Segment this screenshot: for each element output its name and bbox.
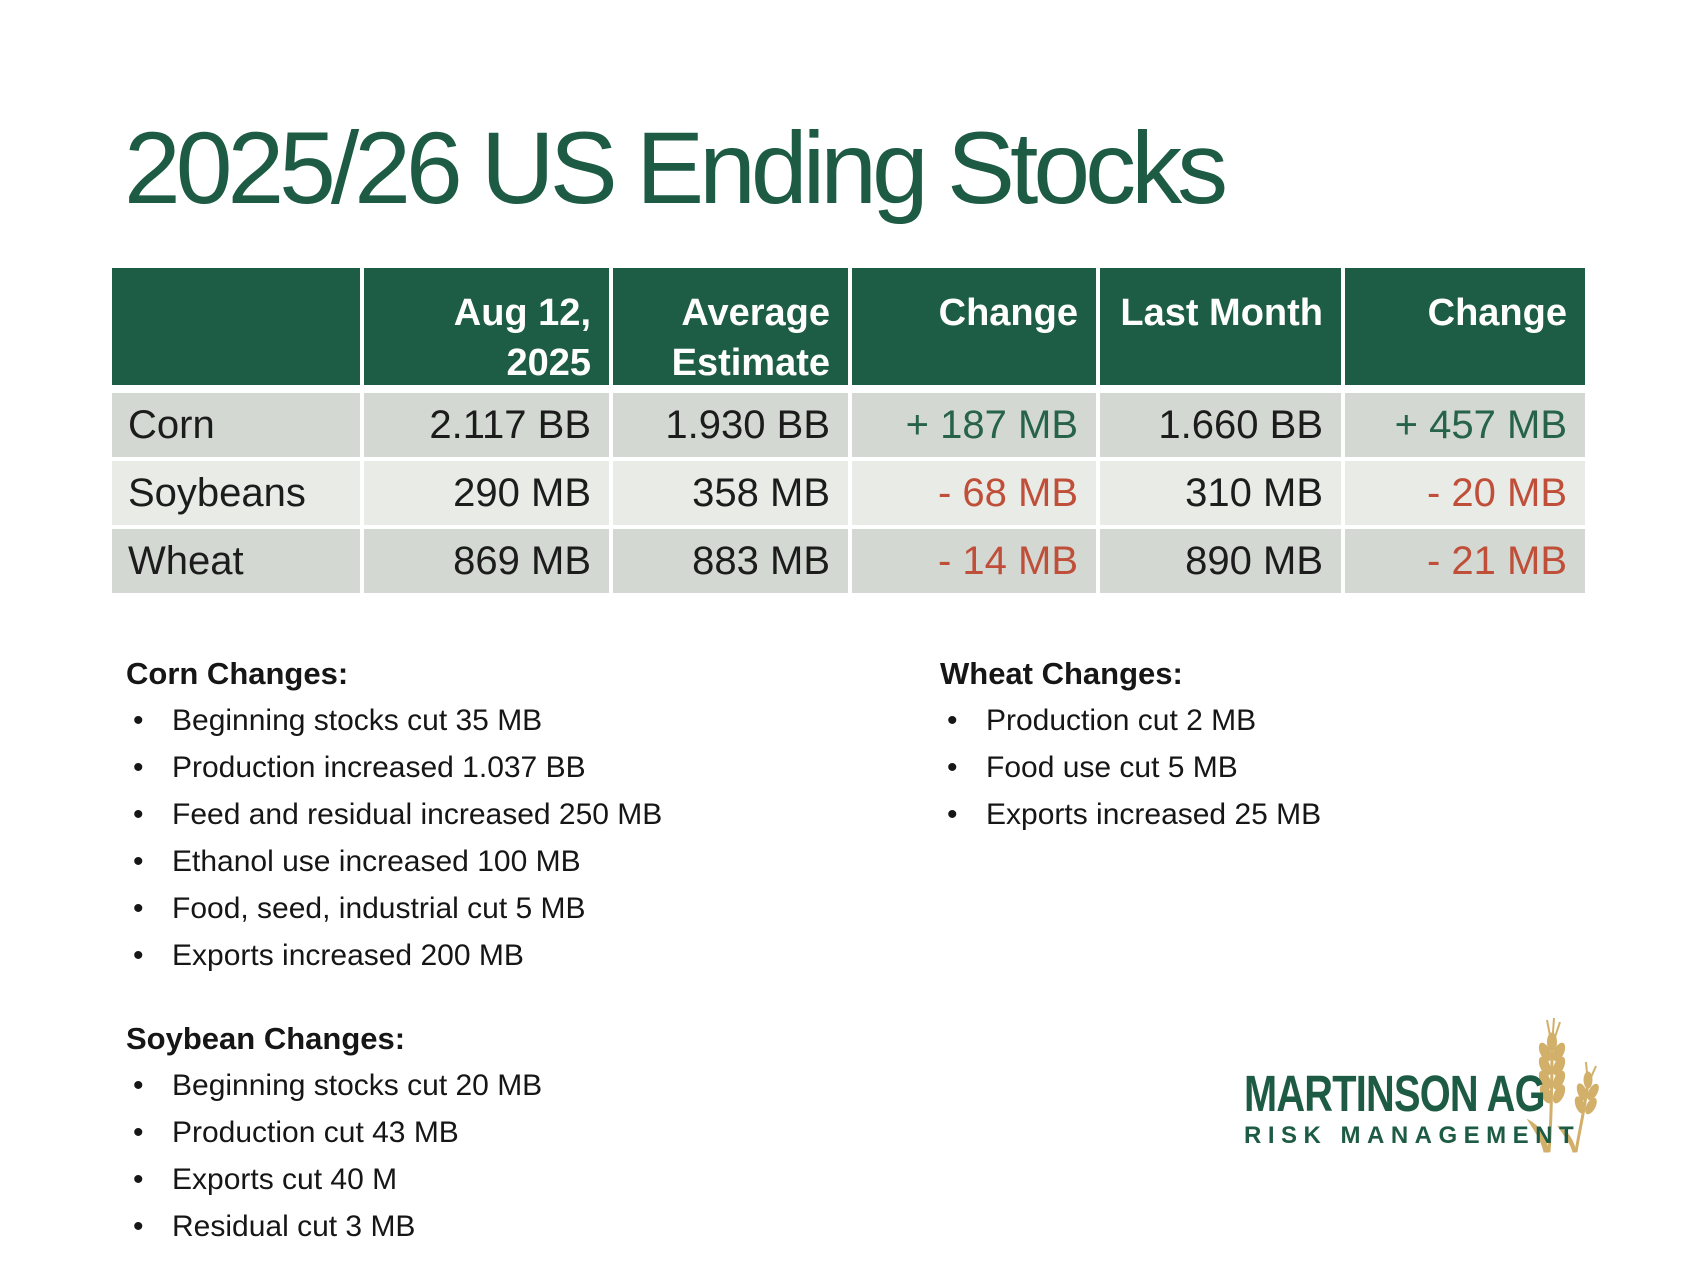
list-item: Ethanol use increased 100 MB [126, 838, 786, 885]
soybeans-last-month: 310 MB [1100, 461, 1341, 525]
section-wheat-changes: Wheat Changes: Production cut 2 MB Food … [940, 650, 1560, 838]
table-row-soybeans: Soybeans 290 MB 358 MB - 68 MB 310 MB - … [112, 461, 1587, 525]
page-title: 2025/26 US Ending Stocks [124, 111, 1228, 225]
list-item: Production cut 43 MB [126, 1109, 786, 1156]
corn-aug-value: 2.117 BB [364, 393, 609, 457]
list-item: Beginning stocks cut 35 MB [126, 697, 786, 744]
martinson-ag-logo: MARTINSON AG RISK MANAGEMENT [1244, 1012, 1600, 1154]
soybeans-avg-estimate: 358 MB [613, 461, 848, 525]
corn-avg-estimate: 1.930 BB [613, 393, 848, 457]
list-item-text: Production cut 43 MB [172, 1116, 459, 1149]
wheat-icon [1526, 1017, 1599, 1153]
section-corn-changes: Corn Changes: Beginning stocks cut 35 MB… [126, 650, 786, 979]
list-item-text: Production increased 1.037 BB [172, 751, 586, 784]
list-item-text: Beginning stocks cut 35 MB [172, 704, 543, 737]
list-item: Food use cut 5 MB [940, 744, 1560, 791]
corn-change-vs-last-month: + 457 MB [1345, 393, 1585, 457]
list-item-text: Feed and residual increased 250 MB [172, 798, 663, 831]
wheat-avg-estimate: 883 MB [613, 529, 848, 593]
wheat-change-vs-estimate: - 14 MB [852, 529, 1096, 593]
soybean-changes-heading: Soybean Changes: [126, 1021, 406, 1056]
list-item: Exports cut 40 M [126, 1156, 786, 1203]
row-label: Soybeans [112, 461, 360, 525]
table-row-corn: Corn 2.117 BB 1.930 BB + 187 MB 1.660 BB… [112, 393, 1587, 457]
list-item-text: Exports cut 40 M [172, 1163, 398, 1196]
corn-change-vs-estimate: + 187 MB [852, 393, 1096, 457]
list-item-text: Food use cut 5 MB [986, 751, 1238, 784]
list-item-text: Exports increased 200 MB [172, 939, 524, 972]
header-cell-aug-12-2025: Aug 12, 2025 [364, 268, 609, 385]
corn-last-month: 1.660 BB [1100, 393, 1341, 457]
logo-text: MARTINSON AG RISK MANAGEMENT [1244, 1068, 1630, 1148]
soybeans-aug-value: 290 MB [364, 461, 609, 525]
list-item: Exports increased 200 MB [126, 932, 786, 979]
list-item: Food, seed, industrial cut 5 MB [126, 885, 786, 932]
row-label: Wheat [112, 529, 360, 593]
header-cell-blank [112, 268, 360, 385]
header-cell-change-1: Change [852, 268, 1096, 385]
logo-name: MARTINSON AG [1244, 1065, 1546, 1122]
list-item: Production cut 2 MB [940, 697, 1560, 744]
list-item: Residual cut 3 MB [126, 1203, 786, 1250]
wheat-changes-heading: Wheat Changes: [940, 656, 1183, 691]
wheat-change-vs-last-month: - 21 MB [1345, 529, 1585, 593]
header-cell-change-2: Change [1345, 268, 1585, 385]
row-label: Corn [112, 393, 360, 457]
header-cell-last-month: Last Month [1100, 268, 1341, 385]
table-row-wheat: Wheat 869 MB 883 MB - 14 MB 890 MB - 21 … [112, 529, 1587, 593]
logo-tagline: RISK MANAGEMENT [1244, 1122, 1581, 1149]
list-item: Exports increased 25 MB [940, 791, 1560, 838]
list-item: Feed and residual increased 250 MB [126, 791, 786, 838]
list-item-text: Beginning stocks cut 20 MB [172, 1069, 543, 1102]
wheat-last-month: 890 MB [1100, 529, 1341, 593]
list-item: Beginning stocks cut 20 MB [126, 1062, 786, 1109]
list-item-text: Exports increased 25 MB [986, 798, 1322, 831]
table-header-row: Aug 12, 2025 Average Estimate Change Las… [112, 268, 1587, 385]
ending-stocks-table: Aug 12, 2025 Average Estimate Change Las… [112, 268, 1587, 593]
wheat-aug-value: 869 MB [364, 529, 609, 593]
list-item-text: Residual cut 3 MB [172, 1210, 416, 1243]
header-cell-average-estimate: Average Estimate [613, 268, 848, 385]
list-item-text: Food, seed, industrial cut 5 MB [172, 892, 586, 925]
soybeans-change-vs-estimate: - 68 MB [852, 461, 1096, 525]
soybeans-change-vs-last-month: - 20 MB [1345, 461, 1585, 525]
list-item: Production increased 1.037 BB [126, 744, 786, 791]
section-soybean-changes: Soybean Changes: Beginning stocks cut 20… [126, 1015, 786, 1250]
list-item-text: Production cut 2 MB [986, 704, 1257, 737]
corn-changes-heading: Corn Changes: [126, 656, 349, 691]
list-item-text: Ethanol use increased 100 MB [172, 845, 581, 878]
